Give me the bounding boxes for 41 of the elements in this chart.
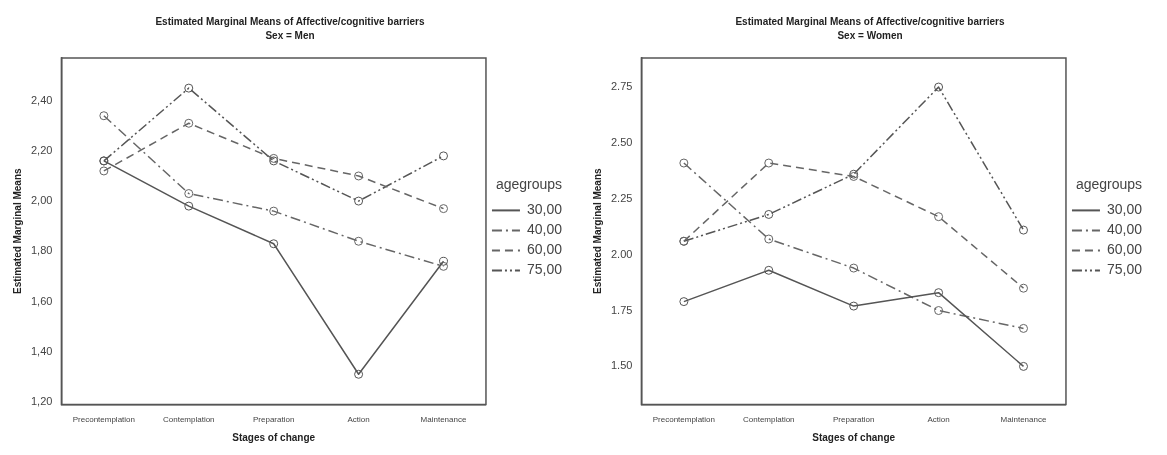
x-tick-label: Maintenance [420,415,467,425]
legend-label: 60,00 [526,241,563,258]
x-tick-label: Precontemplation [72,415,135,425]
x-tick-label: Contemplation [742,415,795,425]
x-tick-label: Preparation [833,415,875,425]
legend-label: 75,00 [1106,261,1143,278]
y-tick-label: 1,80 [30,244,53,257]
legend-label: 30,00 [526,201,563,218]
y-axis-title: Estimated Marginal Means [591,167,603,294]
legend-title: agegroups [495,176,563,193]
chart-title: Estimated Marginal Means of Affective/cognitive barriers [735,15,1006,27]
legend-label: 60,00 [1106,241,1143,258]
y-tick-label: 2.00 [610,247,633,260]
x-tick-label: Action [927,415,950,425]
y-axis-title: Estimated Marginal Means [11,167,23,294]
y-tick-label: 1.75 [610,303,633,316]
y-tick-label: 2,00 [30,194,53,207]
legend-title: agegroups [1075,176,1143,193]
x-tick-label: Maintenance [1000,415,1047,425]
x-axis-title: Stages of change [812,431,896,443]
y-tick-label: 1,40 [30,344,53,357]
chart-title: Estimated Marginal Means of Affective/cognitive barriers [155,15,426,27]
legend-label: 40,00 [526,221,563,238]
y-tick-label: 2.75 [610,80,633,93]
x-tick-label: Preparation [253,415,295,425]
x-tick-label: Precontemplation [652,415,715,425]
x-axis-title: Stages of change [232,431,316,443]
y-tick-label: 1.50 [610,359,633,372]
chart-subtitle: Sex = Men [265,29,315,41]
y-tick-label: 2.25 [610,191,633,204]
y-tick-label: 2.50 [610,135,633,148]
legend-label: 30,00 [1106,201,1143,218]
chart-subtitle: Sex = Women [837,29,903,41]
legend-label: 75,00 [526,261,563,278]
y-tick-label: 2,20 [30,143,53,156]
y-tick-label: 2,40 [30,93,53,106]
y-tick-label: 1,20 [30,394,53,407]
legend-label: 40,00 [1106,221,1143,238]
x-tick-label: Action [347,415,370,425]
x-tick-label: Contemplation [162,415,215,425]
y-tick-label: 1,60 [30,294,53,307]
